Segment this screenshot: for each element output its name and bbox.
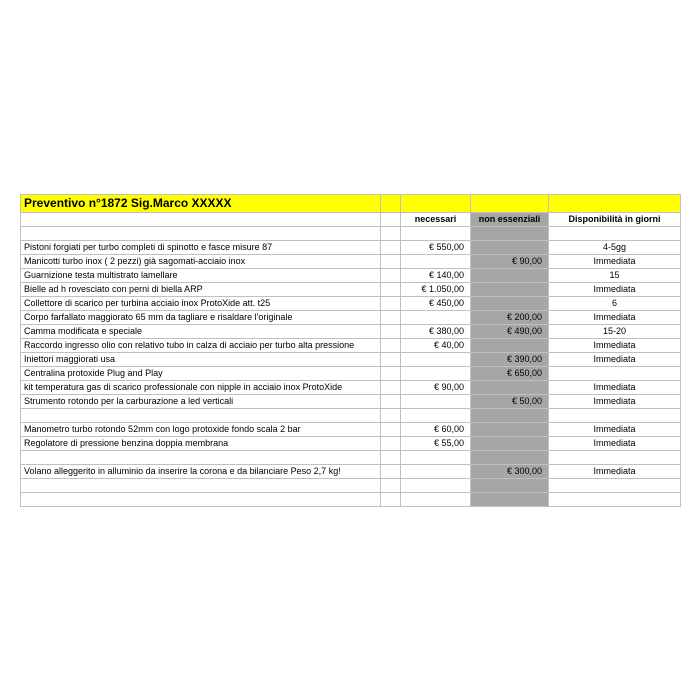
table-row: Manicotti turbo inox ( 2 pezzi) già sago… (21, 254, 681, 268)
table-row: Raccordo ingresso olio con relativo tubo… (21, 338, 681, 352)
price-non-essenziali: € 200,00 (471, 310, 549, 324)
item-description: Manometro turbo rotondo 52mm con logo pr… (21, 422, 381, 436)
availability: 4-5gg (549, 240, 681, 254)
table-row: Guarnizione testa multistrato lamellare €… (21, 268, 681, 282)
price-necessari (401, 310, 471, 324)
price-necessari: € 60,00 (401, 422, 471, 436)
price-necessari (401, 366, 471, 380)
col-necessari: necessari (401, 212, 471, 226)
table-row: Iniettori maggiorati usa € 390,00Immediat… (21, 352, 681, 366)
price-non-essenziali: € 300,00 (471, 464, 549, 478)
availability: 6 (549, 296, 681, 310)
price-non-essenziali (471, 296, 549, 310)
price-necessari (401, 408, 471, 422)
availability: Immediata (549, 380, 681, 394)
availability: Immediata (549, 352, 681, 366)
price-necessari: € 55,00 (401, 436, 471, 450)
item-description (21, 450, 381, 464)
availability: Immediata (549, 338, 681, 352)
availability: Immediata (549, 282, 681, 296)
table-row: Corpo farfallato maggiorato 65 mm da tag… (21, 310, 681, 324)
table-row: Strumento rotondo per la carburazione a … (21, 394, 681, 408)
table-row: Pistoni forgiati per turbo completi di s… (21, 240, 681, 254)
table-row (21, 450, 681, 464)
item-description: Iniettori maggiorati usa (21, 352, 381, 366)
availability: Immediata (549, 436, 681, 450)
availability: Immediata (549, 422, 681, 436)
price-non-essenziali (471, 450, 549, 464)
table-row: Collettore di scarico per turbina acciai… (21, 296, 681, 310)
availability: 15-20 (549, 324, 681, 338)
price-necessari: € 1.050,00 (401, 282, 471, 296)
price-non-essenziali (471, 338, 549, 352)
price-non-essenziali: € 90,00 (471, 254, 549, 268)
price-necessari (401, 394, 471, 408)
availability (549, 366, 681, 380)
availability (549, 408, 681, 422)
availability (549, 450, 681, 464)
price-necessari: € 450,00 (401, 296, 471, 310)
item-description: Bielle ad h rovesciato con perni di biel… (21, 282, 381, 296)
col-non-essenziali: non essenziali (471, 212, 549, 226)
table-row: kit temperatura gas di scarico professio… (21, 380, 681, 394)
item-description: Collettore di scarico per turbina acciai… (21, 296, 381, 310)
item-description: Guarnizione testa multistrato lamellare (21, 268, 381, 282)
item-description: Pistoni forgiati per turbo completi di s… (21, 240, 381, 254)
price-non-essenziali (471, 240, 549, 254)
price-necessari (401, 464, 471, 478)
price-necessari: € 90,00 (401, 380, 471, 394)
table-row (21, 408, 681, 422)
header-row: necessari non essenziali Disponibilità i… (21, 212, 681, 226)
availability: 15 (549, 268, 681, 282)
item-description: Camma modificata e speciale (21, 324, 381, 338)
availability: Immediata (549, 310, 681, 324)
price-non-essenziali (471, 436, 549, 450)
price-necessari (401, 254, 471, 268)
price-non-essenziali (471, 408, 549, 422)
price-non-essenziali (471, 282, 549, 296)
quote-table: Preventivo n°1872 Sig.Marco XXXXX necess… (20, 194, 681, 507)
price-necessari: € 550,00 (401, 240, 471, 254)
col-disponibilita: Disponibilità in giorni (549, 212, 681, 226)
item-description: Strumento rotondo per la carburazione a … (21, 394, 381, 408)
availability: Immediata (549, 394, 681, 408)
table-row: Bielle ad h rovesciato con perni di biel… (21, 282, 681, 296)
empty-row (21, 478, 681, 492)
price-non-essenziali: € 650,00 (471, 366, 549, 380)
table-row: Manometro turbo rotondo 52mm con logo pr… (21, 422, 681, 436)
empty-row (21, 492, 681, 506)
price-non-essenziali: € 50,00 (471, 394, 549, 408)
spacer-row (21, 226, 681, 240)
item-description: Manicotti turbo inox ( 2 pezzi) già sago… (21, 254, 381, 268)
price-non-essenziali (471, 268, 549, 282)
price-necessari (401, 352, 471, 366)
availability: Immediata (549, 464, 681, 478)
price-necessari: € 140,00 (401, 268, 471, 282)
table-row: Camma modificata e speciale € 380,00€ 490… (21, 324, 681, 338)
title-row: Preventivo n°1872 Sig.Marco XXXXX (21, 194, 681, 212)
item-description: Volano alleggerito in alluminio da inser… (21, 464, 381, 478)
item-description: kit temperatura gas di scarico professio… (21, 380, 381, 394)
price-non-essenziali: € 390,00 (471, 352, 549, 366)
price-necessari (401, 450, 471, 464)
table-row: Volano alleggerito in alluminio da inser… (21, 464, 681, 478)
price-non-essenziali: € 490,00 (471, 324, 549, 338)
item-description: Corpo farfallato maggiorato 65 mm da tag… (21, 310, 381, 324)
price-non-essenziali (471, 422, 549, 436)
quote-title: Preventivo n°1872 Sig.Marco XXXXX (21, 194, 381, 212)
table-row: Regolatore di pressione benzina doppia m… (21, 436, 681, 450)
item-description: Regolatore di pressione benzina doppia m… (21, 436, 381, 450)
table-row: Centralina protoxide Plug and Play € 650,… (21, 366, 681, 380)
item-description (21, 408, 381, 422)
price-non-essenziali (471, 380, 549, 394)
price-necessari: € 380,00 (401, 324, 471, 338)
spreadsheet: { "title": "Preventivo n°1872 Sig.Marco … (20, 194, 680, 507)
availability: Immediata (549, 254, 681, 268)
item-description: Raccordo ingresso olio con relativo tubo… (21, 338, 381, 352)
item-description: Centralina protoxide Plug and Play (21, 366, 381, 380)
price-necessari: € 40,00 (401, 338, 471, 352)
